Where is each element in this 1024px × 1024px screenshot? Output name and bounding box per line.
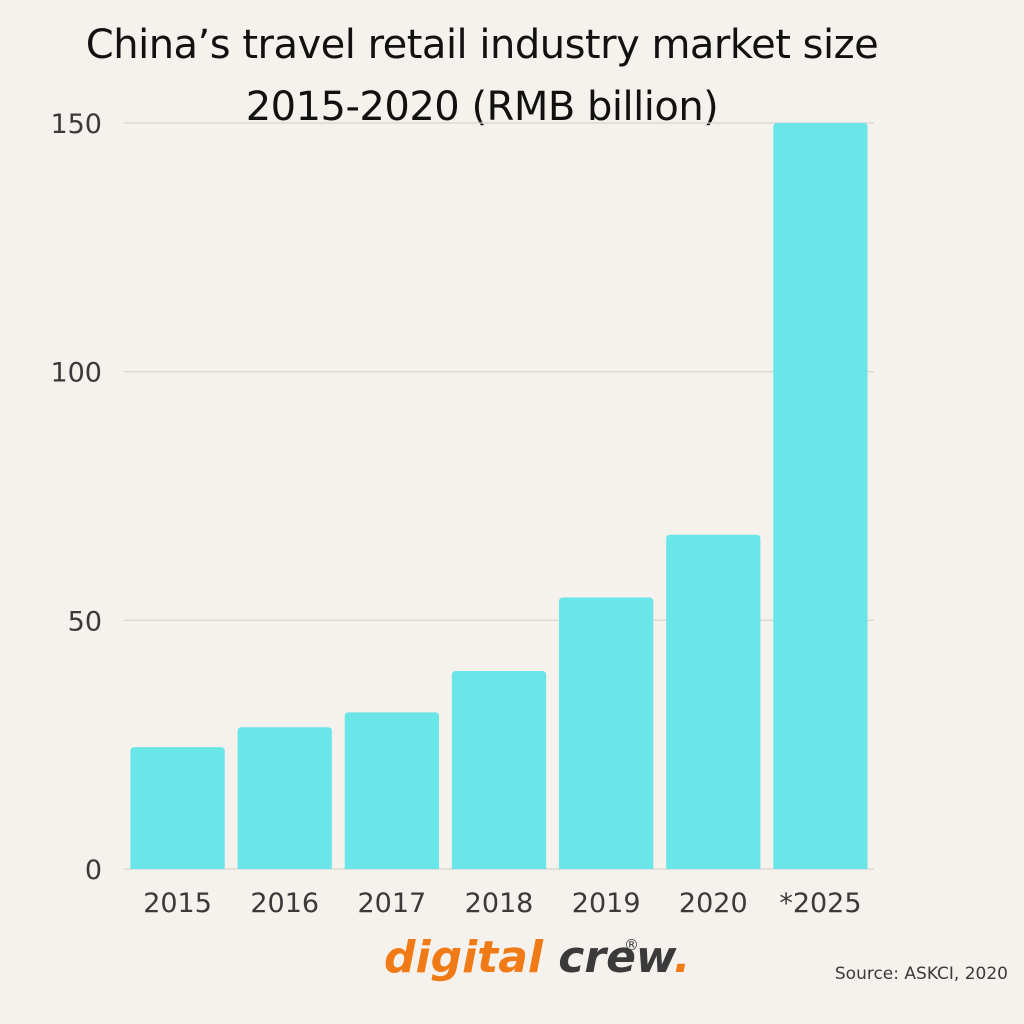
x-tick-label: 2015 <box>143 888 212 919</box>
chart-subtitle: 2015-2020 (RMB billion) <box>245 84 719 130</box>
bar-2020 <box>666 534 761 869</box>
bar-2015 <box>130 747 225 869</box>
bar-2018 <box>451 671 547 869</box>
source-note: Source: ASKCI, 2020 <box>834 964 1008 984</box>
bar-2019 <box>559 597 654 869</box>
x-tick-label: 2017 <box>357 888 426 919</box>
bar-2016 <box>237 727 332 869</box>
registered-mark: ® <box>624 936 639 954</box>
chart-title: China’s travel retail industry market si… <box>85 22 879 68</box>
x-tick-label: 2020 <box>679 888 748 919</box>
y-tick-label: 100 <box>50 358 102 389</box>
x-tick-label: 2019 <box>572 888 641 919</box>
y-tick-label: 150 <box>50 109 102 140</box>
bar-2017 <box>344 712 439 869</box>
x-tick-label: *2025 <box>779 888 861 919</box>
y-tick-label: 50 <box>68 606 102 637</box>
y-tick-label: 0 <box>85 855 102 886</box>
x-tick-label: 2016 <box>250 888 319 919</box>
digital-crew-logo: digital crew. ® <box>384 932 691 983</box>
x-tick-label: 2018 <box>465 888 534 919</box>
bar-proj-2025 <box>773 123 868 869</box>
